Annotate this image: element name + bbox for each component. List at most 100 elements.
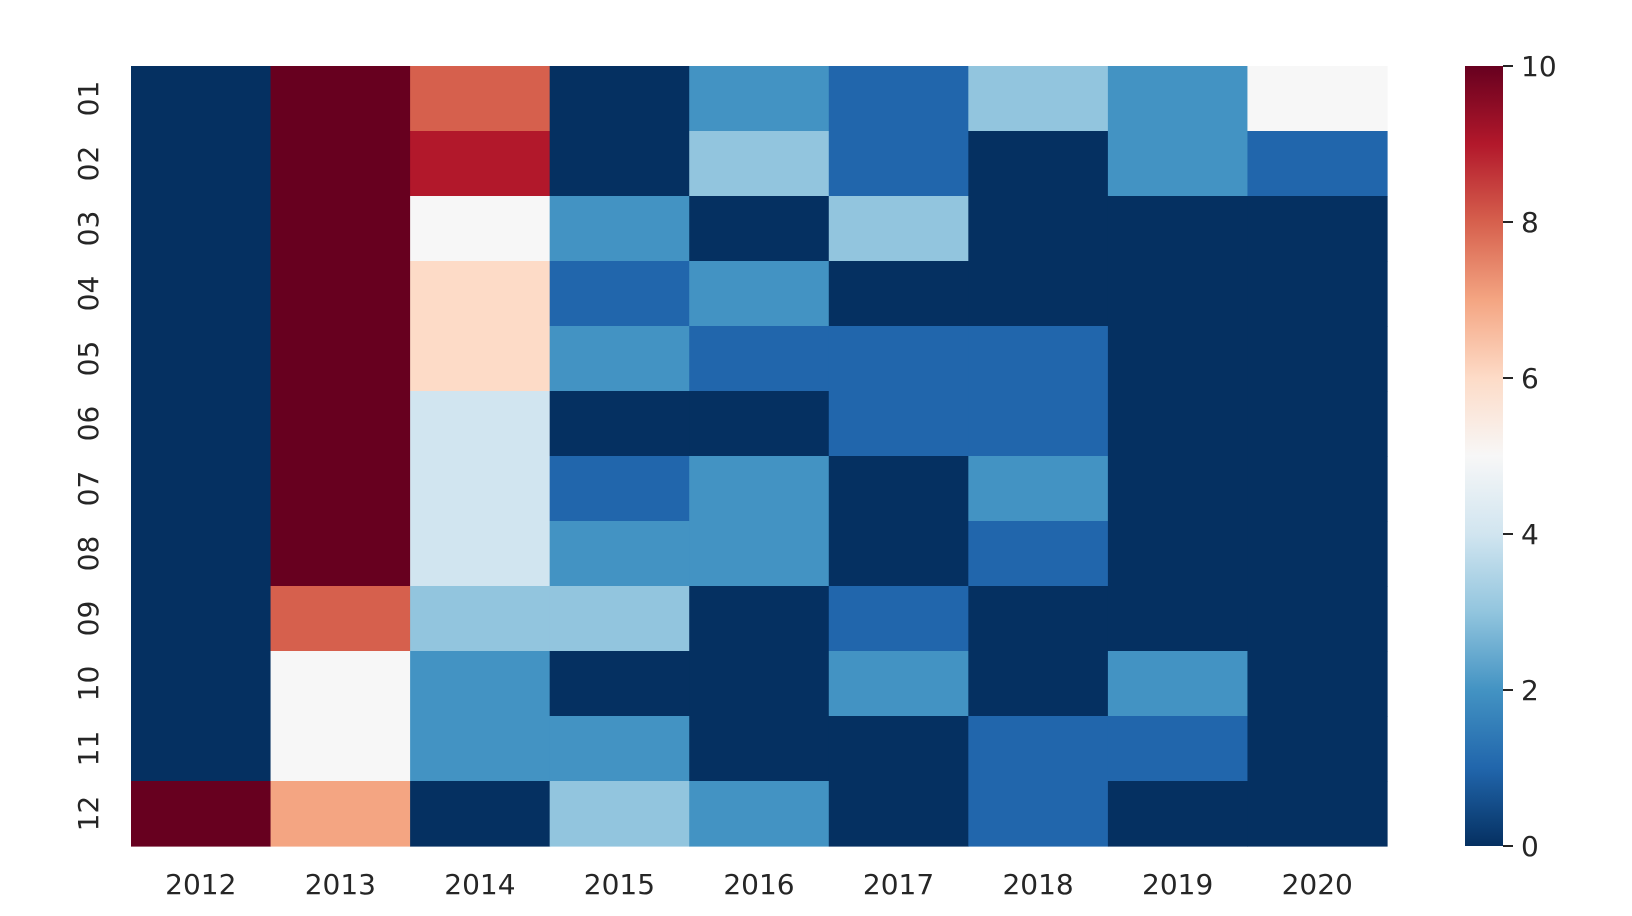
heatmap-cell-02-2012: [131, 131, 272, 197]
y-tick-label-11: 11: [72, 731, 105, 767]
heatmap-cell-06-2019: [1107, 391, 1249, 457]
heatmap-cell-02-2014: [410, 131, 551, 197]
y-tick-label-07: 07: [72, 471, 105, 507]
heatmap-cell-07-2020: [1247, 456, 1388, 522]
heatmap-cell-08-2020: [1247, 521, 1388, 587]
heatmap-cell-10-2020: [1247, 651, 1388, 717]
heatmap-cell-03-2017: [828, 196, 969, 262]
heatmap-cell-03-2014: [410, 196, 551, 262]
heatmap-cell-06-2013: [270, 391, 411, 457]
heatmap-cell-08-2014: [410, 521, 551, 587]
heatmap-cell-12-2014: [410, 781, 551, 847]
heatmap-cell-10-2018: [968, 651, 1109, 717]
heatmap-cell-02-2019: [1107, 131, 1249, 197]
heatmap-cell-11-2018: [968, 716, 1109, 782]
heatmap-cell-07-2018: [968, 456, 1109, 522]
y-tick-label-06: 06: [72, 406, 105, 442]
heatmap-cell-08-2017: [828, 521, 969, 587]
heatmap-cell-01-2015: [549, 66, 690, 132]
heatmap-cell-01-2019: [1107, 66, 1249, 132]
heatmap-cell-06-2017: [828, 391, 969, 457]
heatmap-cell-11-2014: [410, 716, 551, 782]
heatmap-cell-12-2015: [549, 781, 690, 847]
heatmap-cell-07-2013: [270, 456, 411, 522]
heatmap-cell-04-2017: [828, 261, 969, 327]
heatmap-cell-10-2017: [828, 651, 969, 717]
heatmap-cell-07-2019: [1107, 456, 1249, 522]
heatmap-cell-04-2012: [131, 261, 272, 327]
y-tick-labels: 01 02 03 04 05 06 07 08 09 10 11 12: [72, 81, 105, 832]
heatmap-cell-06-2018: [968, 391, 1109, 457]
heatmap-cell-07-2016: [689, 456, 830, 522]
x-tick-label-2013: 2013: [305, 868, 376, 901]
heatmap-cell-03-2016: [689, 196, 830, 262]
y-tick-label-10: 10: [72, 666, 105, 702]
heatmap-cell-06-2014: [410, 391, 551, 457]
colorbar-tick-label-10: 10: [1521, 50, 1557, 83]
y-tick-label-05: 05: [72, 341, 105, 377]
heatmap-cell-09-2020: [1247, 586, 1388, 652]
heatmap-cell-11-2020: [1247, 716, 1388, 782]
colorbar-tick-label-2: 2: [1521, 674, 1539, 707]
heatmap-cell-05-2017: [828, 326, 969, 392]
heatmap-cell-04-2019: [1107, 261, 1249, 327]
heatmap-cell-10-2019: [1107, 651, 1249, 717]
heatmap-cell-09-2019: [1107, 586, 1249, 652]
y-tick-label-01: 01: [72, 81, 105, 117]
heatmap-cells: [131, 66, 1388, 847]
heatmap-cell-11-2012: [131, 716, 272, 782]
heatmap-cell-10-2016: [689, 651, 830, 717]
heatmap-cell-12-2012: [131, 781, 272, 847]
heatmap-cell-05-2019: [1107, 326, 1249, 392]
heatmap-cell-05-2020: [1247, 326, 1388, 392]
heatmap-cell-01-2020: [1247, 66, 1388, 132]
heatmap-cell-01-2014: [410, 66, 551, 132]
heatmap-cell-04-2020: [1247, 261, 1388, 327]
heatmap-cell-03-2019: [1107, 196, 1249, 262]
colorbar-tick-label-4: 4: [1521, 518, 1539, 551]
heatmap-cell-12-2019: [1107, 781, 1249, 847]
heatmap-cell-06-2016: [689, 391, 830, 457]
heatmap-cell-09-2012: [131, 586, 272, 652]
heatmap-cell-01-2013: [270, 66, 411, 132]
colorbar-tick-label-0: 0: [1521, 830, 1539, 863]
heatmap-cell-11-2013: [270, 716, 411, 782]
colorbar-tick-label-6: 6: [1521, 362, 1539, 395]
heatmap-cell-08-2015: [549, 521, 690, 587]
heatmap-cell-12-2018: [968, 781, 1109, 847]
heatmap-cell-01-2018: [968, 66, 1109, 132]
heatmap-cell-08-2013: [270, 521, 411, 587]
heatmap-cell-12-2020: [1247, 781, 1388, 847]
heatmap-cell-12-2013: [270, 781, 411, 847]
heatmap-cell-04-2018: [968, 261, 1109, 327]
y-tick-label-03: 03: [72, 211, 105, 247]
y-tick-label-04: 04: [72, 276, 105, 312]
y-tick-label-08: 08: [72, 536, 105, 572]
heatmap-cell-09-2015: [549, 586, 690, 652]
heatmap-cell-09-2014: [410, 586, 551, 652]
heatmap-cell-11-2019: [1107, 716, 1249, 782]
y-tick-label-02: 02: [72, 146, 105, 182]
heatmap-cell-10-2015: [549, 651, 690, 717]
x-tick-label-2018: 2018: [1002, 868, 1073, 901]
heatmap-cell-05-2016: [689, 326, 830, 392]
heatmap-cell-06-2012: [131, 391, 272, 457]
heatmap-cell-02-2017: [828, 131, 969, 197]
heatmap-cell-03-2020: [1247, 196, 1388, 262]
heatmap-cell-02-2013: [270, 131, 411, 197]
heatmap-cell-11-2015: [549, 716, 690, 782]
colorbar: [1465, 66, 1503, 846]
heatmap-cell-02-2020: [1247, 131, 1388, 197]
x-tick-label-2012: 2012: [165, 868, 236, 901]
heatmap-cell-03-2018: [968, 196, 1109, 262]
heatmap-cell-09-2018: [968, 586, 1109, 652]
x-tick-labels: 2012 2013 2014 2015 2016 2017 2018 2019 2020: [165, 868, 1353, 901]
heatmap-cell-07-2017: [828, 456, 969, 522]
colorbar-tick-label-8: 8: [1521, 206, 1539, 239]
heatmap-cell-10-2013: [270, 651, 411, 717]
heatmap-cell-09-2013: [270, 586, 411, 652]
heatmap-cell-06-2015: [549, 391, 690, 457]
heatmap-cell-02-2016: [689, 131, 830, 197]
